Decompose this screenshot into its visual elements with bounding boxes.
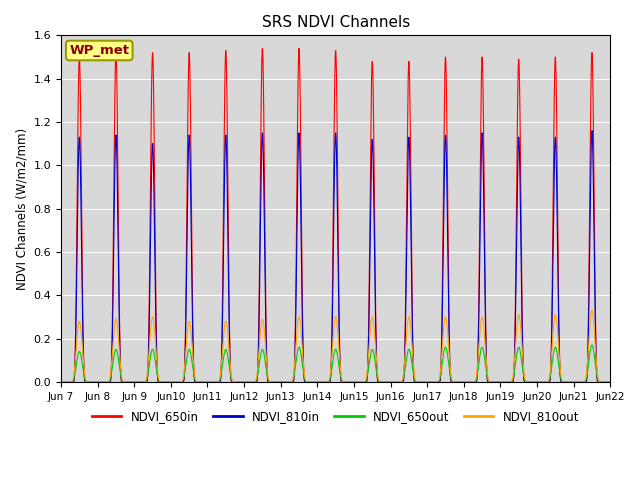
Legend: NDVI_650in, NDVI_810in, NDVI_650out, NDVI_810out: NDVI_650in, NDVI_810in, NDVI_650out, NDV… — [87, 406, 584, 428]
Y-axis label: NDVI Channels (W/m2/mm): NDVI Channels (W/m2/mm) — [15, 128, 28, 289]
Text: WP_met: WP_met — [69, 44, 129, 57]
Title: SRS NDVI Channels: SRS NDVI Channels — [262, 15, 410, 30]
